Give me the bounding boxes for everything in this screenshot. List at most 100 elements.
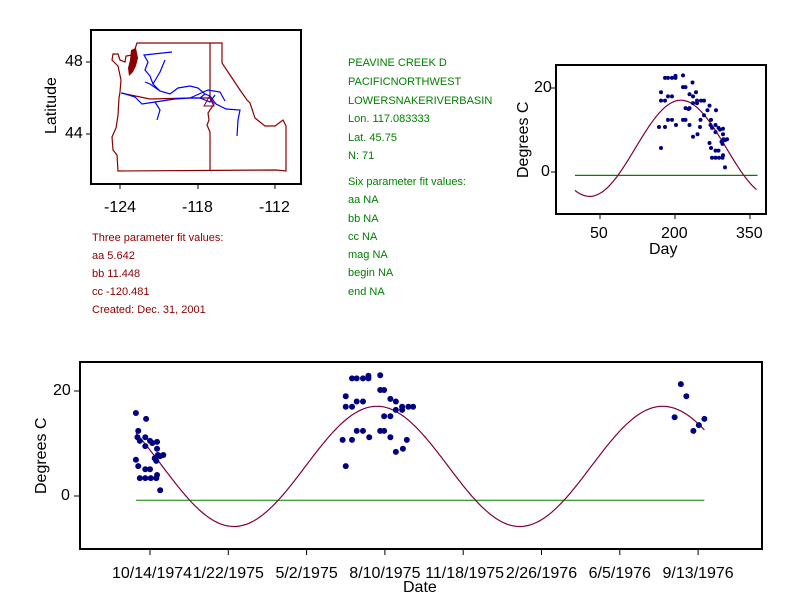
data-point [670, 117, 674, 122]
data-point [690, 427, 697, 434]
tr-ytick: 0 [541, 163, 550, 180]
data-point [659, 98, 663, 103]
data-point [721, 132, 725, 137]
data-point [135, 427, 142, 434]
bt-xtick: 5/2/1975 [275, 565, 338, 582]
data-point [132, 456, 139, 463]
data-point [387, 395, 394, 402]
map-ylabel: Latitude [43, 77, 60, 134]
data-point [683, 393, 690, 400]
data-point [705, 108, 710, 113]
data-point [136, 475, 143, 482]
bt-xtick: 2/26/1976 [505, 565, 578, 582]
data-point [683, 85, 688, 90]
day-of-year-chart [551, 64, 767, 219]
data-point [699, 98, 703, 103]
data-point [687, 122, 692, 127]
bt-xtick: 9/13/1976 [662, 565, 734, 582]
site-lon: Lon. 117.083333 [348, 113, 430, 125]
data-point [153, 457, 160, 464]
data-point [683, 117, 688, 122]
bt-xtick: 6/5/1976 [588, 565, 651, 582]
data-point [720, 141, 725, 146]
data-point [154, 438, 161, 445]
data-point [709, 117, 713, 122]
data-point [342, 463, 349, 470]
data-point [353, 398, 360, 405]
six-param-title: Six parameter fit values: [348, 176, 466, 188]
site-basin: LOWERSNAKERIVERBASIN [348, 95, 493, 107]
data-point [366, 434, 373, 441]
data-point [723, 165, 727, 170]
bt-xtick: 11/18/1975 [425, 565, 505, 582]
data-point [399, 406, 406, 413]
data-point [666, 94, 670, 99]
data-point [142, 443, 149, 450]
three-param-title: Three parameter fit values: [92, 232, 224, 244]
bt-xlabel: Date [403, 579, 437, 596]
data-point [342, 393, 349, 400]
data-point [725, 137, 729, 142]
six-param-bb: bb NA [348, 213, 379, 225]
data-point [392, 406, 399, 413]
data-point [147, 475, 154, 482]
data-point [160, 452, 167, 459]
data-point [695, 101, 699, 106]
data-point [702, 113, 706, 118]
data-point [399, 445, 406, 452]
data-point [349, 403, 356, 410]
data-point [698, 117, 703, 122]
time-series-chart [74, 361, 763, 555]
three-param-aa: aa 5.642 [92, 250, 135, 262]
data-point [670, 94, 674, 99]
data-point [713, 155, 718, 160]
data-point [403, 436, 410, 443]
data-point [701, 415, 708, 422]
data-point [714, 108, 718, 113]
site-n: N: 71 [348, 150, 375, 162]
created-date: Created: Dec. 31, 2001 [92, 304, 206, 316]
state-borders [111, 42, 287, 172]
data-point [381, 413, 388, 420]
map-axis-ticks [86, 61, 276, 189]
data-point [666, 117, 670, 122]
data-point [142, 466, 149, 473]
data-point [359, 427, 366, 434]
bt-ytick: 0 [61, 487, 70, 504]
tr-xtick: 50 [590, 225, 608, 242]
data-point [670, 75, 674, 80]
three-param-bb: bb 11.448 [92, 268, 141, 280]
map-frame [90, 29, 302, 185]
site-lat: Lat. 45.75 [348, 132, 397, 144]
data-point [154, 445, 161, 452]
data-point [674, 122, 678, 127]
tr-ytick: 20 [534, 79, 552, 96]
data-point [365, 375, 372, 382]
bt-ytick: 20 [53, 382, 71, 399]
data-point [686, 107, 691, 111]
bt-xtick: 1/22/1975 [192, 565, 264, 582]
data-point [717, 155, 721, 160]
data-point [707, 141, 712, 146]
bt-xtick: 8/10/1975 [349, 565, 421, 582]
six-param-aa: aa NA [348, 194, 379, 206]
tr-ylabel: Degrees C [515, 101, 532, 178]
bt-ylabel: Degrees C [33, 417, 50, 494]
data-point [349, 375, 356, 382]
data-point [683, 106, 688, 111]
data-point [377, 372, 384, 379]
data-point [677, 381, 684, 388]
map-xtick: -124 [104, 199, 137, 216]
data-point [681, 73, 685, 78]
data-point [713, 122, 718, 127]
data-point [695, 422, 702, 429]
data-point [392, 448, 399, 455]
data-point [716, 148, 721, 153]
data-point [147, 466, 153, 473]
data-point [690, 80, 695, 85]
data-point [657, 125, 661, 130]
data-point [143, 415, 150, 422]
data-point [381, 386, 388, 393]
six-param-begin: begin NA [348, 267, 394, 279]
